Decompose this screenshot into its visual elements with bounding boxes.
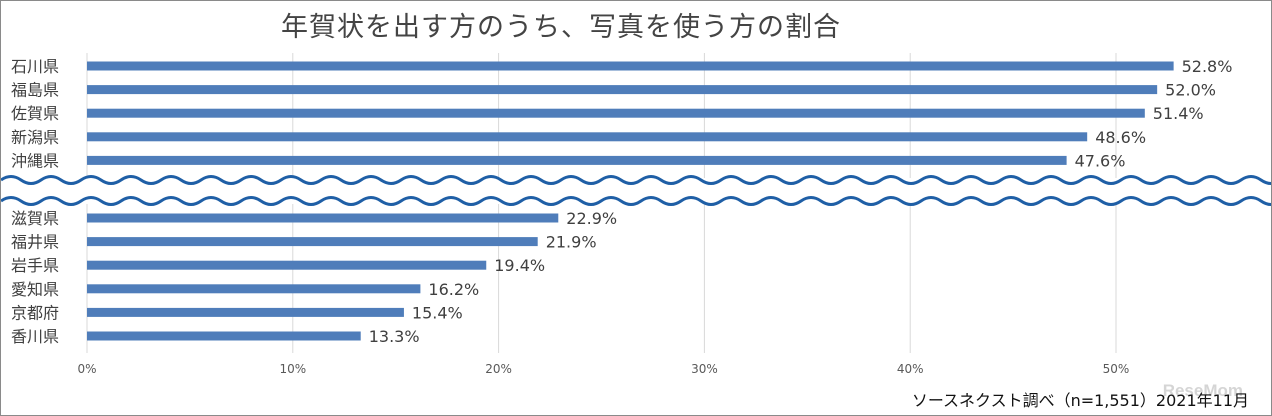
data-label: 21.9% bbox=[546, 233, 597, 252]
source-note: ソースネクスト調べ（n=1,551）2021年11月 bbox=[911, 391, 1249, 410]
data-label: 19.4% bbox=[494, 256, 545, 275]
category-label: 沖縄県 bbox=[11, 151, 59, 170]
axis-break-wave-lower bbox=[1, 196, 1271, 206]
bar-福島県 bbox=[87, 85, 1158, 95]
category-label: 愛知県 bbox=[11, 280, 59, 299]
category-label: 福島県 bbox=[11, 81, 59, 100]
category-label: 佐賀県 bbox=[11, 104, 59, 123]
data-label: 16.2% bbox=[428, 280, 479, 299]
bar-岩手県 bbox=[87, 260, 487, 270]
data-label: 13.3% bbox=[369, 327, 420, 346]
x-tick-label: 10% bbox=[279, 362, 306, 376]
data-label: 51.4% bbox=[1153, 104, 1204, 123]
data-label: 48.6% bbox=[1095, 128, 1146, 147]
x-tick-label: 30% bbox=[691, 362, 718, 376]
bar-福井県 bbox=[87, 237, 538, 247]
bar-愛知県 bbox=[87, 284, 421, 294]
data-label: 22.9% bbox=[566, 209, 617, 228]
bar-沖縄県 bbox=[87, 155, 1067, 165]
category-label: 石川県 bbox=[11, 57, 59, 76]
x-tick-label: 0% bbox=[77, 362, 96, 376]
category-label: 岩手県 bbox=[11, 256, 59, 275]
x-tick-label: 20% bbox=[485, 362, 512, 376]
bar-香川県 bbox=[87, 331, 361, 341]
axis-break-wave-upper bbox=[1, 175, 1271, 185]
x-tick-label: 40% bbox=[897, 362, 924, 376]
x-tick-label: 50% bbox=[1103, 362, 1130, 376]
category-label: 新潟県 bbox=[11, 128, 59, 147]
bar-京都府 bbox=[87, 307, 404, 317]
bar-佐賀県 bbox=[87, 108, 1145, 118]
watermark-logo: ReseMom bbox=[1162, 381, 1243, 400]
bar-新潟県 bbox=[87, 132, 1088, 142]
bar-石川県 bbox=[87, 61, 1174, 71]
data-label: 52.8% bbox=[1182, 57, 1233, 76]
data-label: 15.4% bbox=[412, 303, 463, 322]
chart-title: 年賀状を出す方のうち、写真を使う方の割合 bbox=[281, 12, 841, 43]
data-label: 52.0% bbox=[1165, 81, 1216, 100]
category-label: 京都府 bbox=[11, 303, 59, 322]
category-label: 香川県 bbox=[11, 327, 59, 346]
category-label: 滋賀県 bbox=[11, 209, 59, 228]
category-label: 福井県 bbox=[11, 233, 59, 252]
bar-滋賀県 bbox=[87, 213, 559, 223]
data-label: 47.6% bbox=[1075, 151, 1126, 170]
